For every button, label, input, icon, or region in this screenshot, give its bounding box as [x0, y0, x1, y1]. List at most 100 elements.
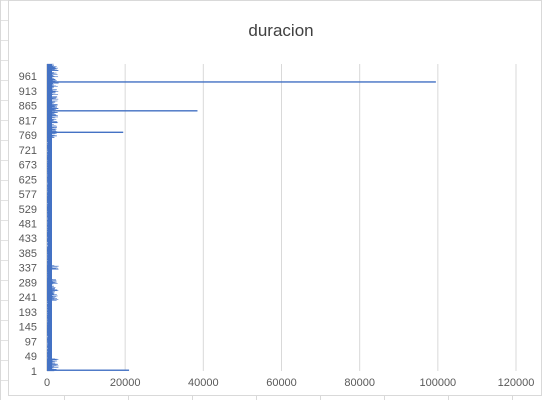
- bar: [47, 200, 49, 202]
- y-tick-label: 145: [19, 322, 37, 334]
- bar: [47, 335, 48, 337]
- bar: [47, 198, 48, 200]
- bar: [47, 250, 49, 251]
- bar: [47, 331, 49, 332]
- bar: [47, 162, 48, 163]
- bar: [47, 154, 48, 155]
- bar: [47, 249, 49, 251]
- bar: [47, 342, 49, 343]
- bar: [47, 249, 49, 250]
- bar: [47, 229, 49, 230]
- bar: [47, 169, 48, 171]
- bar: [47, 311, 49, 313]
- bar: [47, 239, 48, 241]
- bar: [47, 306, 48, 307]
- bar: [47, 167, 48, 169]
- chart-area[interactable]: duracion 1 49 97 145 193 241 289 337 385 433 481 52…: [8, 0, 542, 396]
- gridlines: [46, 64, 517, 371]
- bar: [47, 212, 48, 214]
- bar: [47, 224, 49, 225]
- bar: [47, 174, 48, 175]
- bar: [47, 176, 49, 177]
- bar: [47, 206, 49, 208]
- bar: [47, 321, 49, 322]
- bar: [47, 350, 48, 352]
- y-tick-label: 529: [19, 204, 37, 216]
- bar: [47, 319, 48, 320]
- bar: [47, 160, 48, 162]
- bar: [47, 210, 48, 212]
- bar: [47, 354, 48, 356]
- bar: [47, 163, 48, 164]
- bar: [47, 171, 48, 173]
- bar: [47, 315, 48, 317]
- bar: [47, 141, 49, 142]
- bar: [47, 316, 48, 318]
- bar: [47, 246, 48, 248]
- bar: [47, 247, 49, 249]
- bar: [47, 85, 58, 87]
- bar: [47, 148, 48, 149]
- bar: [47, 142, 48, 144]
- bar: [47, 236, 49, 237]
- bar: [47, 346, 48, 347]
- bar: [47, 253, 48, 255]
- bar: [47, 208, 48, 210]
- bar: [47, 139, 49, 140]
- bar: [47, 141, 48, 143]
- bar: [47, 135, 49, 137]
- bar: [47, 235, 49, 236]
- bar: [47, 214, 48, 216]
- bar: [47, 263, 48, 265]
- bar: [47, 165, 49, 166]
- bar: [47, 161, 48, 163]
- bar: [47, 195, 49, 197]
- bar: [47, 306, 48, 308]
- bar: [47, 219, 48, 221]
- bar: [47, 314, 49, 315]
- bar: [47, 339, 48, 340]
- bar: [47, 146, 49, 148]
- bar: [47, 209, 49, 211]
- bar: [47, 303, 48, 304]
- bar: [47, 158, 49, 160]
- bar: [47, 171, 48, 173]
- bar: [47, 322, 49, 324]
- bar: [47, 229, 48, 231]
- bar-base-band: [48, 64, 52, 371]
- bar: [47, 302, 49, 303]
- bar: [47, 257, 48, 259]
- bar: [47, 170, 49, 172]
- bar: [47, 222, 49, 224]
- bar: [47, 158, 49, 160]
- bar: [47, 216, 48, 217]
- bar: [47, 313, 48, 315]
- bar: [47, 232, 49, 233]
- bar: [47, 304, 48, 306]
- y-tick-label: 49: [25, 351, 37, 363]
- bar: [47, 226, 48, 228]
- y-tick-label: 673: [19, 160, 37, 172]
- bar: [47, 260, 48, 261]
- bars: [47, 63, 436, 372]
- y-tick-label: 241: [19, 292, 37, 304]
- bar: [47, 342, 48, 344]
- bar: [47, 196, 49, 198]
- bar: [47, 326, 49, 328]
- bar: [47, 181, 49, 182]
- bar: [47, 344, 48, 346]
- bar: [47, 188, 49, 189]
- bar: [47, 69, 49, 70]
- x-tick-label: 100000: [419, 377, 456, 389]
- bar: [47, 249, 49, 251]
- bar: [47, 151, 48, 152]
- bar: [47, 204, 49, 205]
- bar: [47, 336, 48, 338]
- bar: [47, 225, 49, 226]
- bar: [47, 223, 49, 224]
- bar: [47, 229, 48, 230]
- bar: [47, 302, 49, 304]
- bar: [47, 69, 59, 71]
- bar: [47, 194, 49, 196]
- y-tick-label: 961: [19, 71, 37, 83]
